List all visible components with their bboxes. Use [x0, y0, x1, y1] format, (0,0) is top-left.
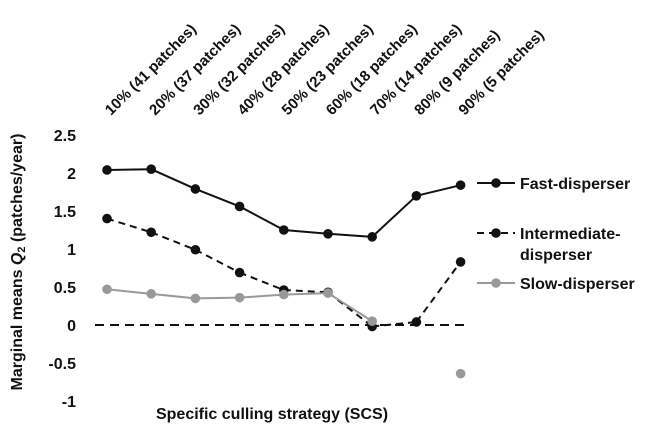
data-point	[234, 201, 245, 212]
series-segment	[150, 168, 196, 190]
series-segment	[239, 271, 285, 291]
legend-label: Slow-disperser	[520, 276, 635, 293]
data-point	[146, 164, 156, 174]
y-tick-label: -0.5	[48, 356, 76, 373]
y-axis-title: Marginal means Q2 (patches/year)	[9, 134, 28, 391]
series-segment	[194, 248, 241, 274]
data-point	[455, 368, 466, 379]
y-tick-label: 0.5	[54, 280, 76, 297]
series-segment	[106, 168, 152, 171]
series-segment	[283, 289, 329, 294]
data-point	[279, 225, 289, 235]
x-axis-categories: 10% (41 patches)20% (37 patches)30% (32 …	[102, 21, 548, 119]
data-point	[367, 232, 378, 242]
y-tick-label: -1	[62, 394, 76, 411]
series-slow-disperser	[102, 284, 466, 379]
series-segment	[327, 232, 373, 238]
data-point	[279, 289, 289, 300]
data-point	[455, 180, 466, 190]
series-segment	[106, 288, 152, 295]
y-tick-label: 2	[67, 166, 76, 183]
data-point	[234, 292, 245, 303]
legend-swatch-marker	[491, 278, 501, 288]
y-axis: 2.5 2 1.5 1 0.5 0 -0.5 -1	[48, 128, 76, 411]
series-segment	[150, 231, 196, 251]
data-point	[455, 257, 466, 267]
legend-item: Fast-disperser	[477, 176, 630, 193]
y-tick-label: 2.5	[54, 128, 76, 145]
data-point	[323, 288, 333, 298]
data-point	[146, 289, 156, 299]
series-segment	[195, 296, 240, 300]
data-point	[323, 229, 333, 239]
series-segment	[283, 292, 329, 296]
data-point	[367, 316, 378, 327]
data-point	[190, 244, 201, 255]
series-segment	[327, 292, 373, 323]
series-layer	[102, 164, 466, 379]
series-segment	[283, 229, 329, 235]
legend-item: Intermediate-disperser	[477, 226, 620, 264]
series-segment	[327, 291, 373, 328]
legend-swatch-marker	[491, 178, 501, 188]
y-tick-label: 1	[67, 242, 76, 259]
data-point	[411, 191, 422, 201]
series-segment	[239, 293, 284, 299]
data-point	[190, 293, 201, 304]
data-point	[102, 284, 112, 295]
series-segment	[195, 188, 240, 208]
data-point	[234, 267, 245, 278]
data-point	[102, 213, 112, 224]
series-segment	[415, 261, 462, 323]
data-point	[190, 184, 201, 194]
series-segment	[239, 205, 285, 231]
data-point	[411, 317, 422, 327]
series-segment	[371, 195, 418, 238]
legend-item: Slow-disperser	[477, 276, 635, 293]
x-axis-title: Specific culling strategy (SCS)	[156, 406, 388, 423]
y-tick-label: 1.5	[54, 204, 76, 221]
series-fast-disperser	[102, 164, 466, 242]
legend-label: disperser	[520, 247, 592, 264]
series-segment	[372, 320, 417, 328]
legend-label: Fast-disperser	[520, 176, 630, 193]
legend-label: Intermediate-	[520, 226, 620, 243]
data-point	[102, 165, 112, 175]
legend-swatch-marker	[491, 228, 501, 238]
data-point	[146, 227, 156, 238]
series-segment	[106, 217, 152, 234]
series-segment	[416, 184, 461, 197]
legend: Fast-disperser Intermediate-disperser Slow…	[477, 176, 635, 293]
series-segment	[151, 292, 196, 300]
y-tick-label: 0	[67, 318, 76, 335]
